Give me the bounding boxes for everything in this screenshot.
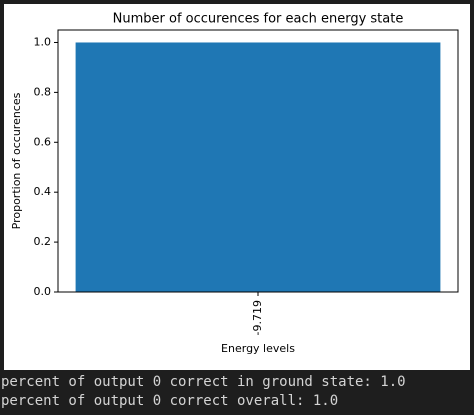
y-tick-label: 0.4: [34, 185, 52, 198]
output-line: percent of output 0 correct overall: 1.0: [1, 393, 339, 409]
bar: [75, 42, 441, 292]
x-tick-label: -9.719: [251, 300, 264, 335]
y-tick-label: 0.6: [34, 135, 52, 148]
chart-title: Number of occurences for each energy sta…: [113, 12, 404, 27]
y-tick-label: 0.2: [34, 235, 52, 248]
output-line: percent of output 0 correct in ground st…: [1, 374, 406, 390]
y-tick-label: 1.0: [34, 35, 52, 48]
x-axis-label: Energy levels: [221, 342, 295, 355]
y-axis-label: Proportion of occurences: [10, 92, 23, 229]
y-tick-label: 0.8: [34, 85, 52, 98]
y-tick-label: 0.0: [34, 285, 52, 298]
chart: Number of occurences for each energy sta…: [4, 4, 470, 370]
plot-frame: [57, 29, 459, 293]
